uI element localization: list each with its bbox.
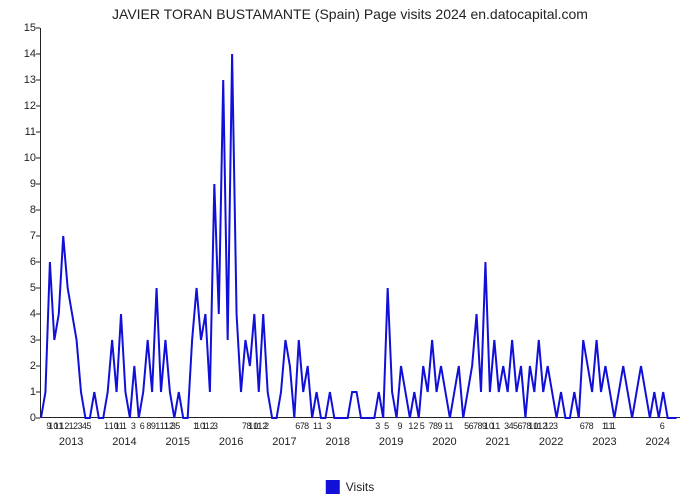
y-tick-label: 8 <box>0 204 36 216</box>
y-tick-label: 3 <box>0 334 36 346</box>
y-tick-label: 6 <box>0 256 36 268</box>
legend-swatch <box>326 480 340 494</box>
x-year-label: 2023 <box>592 436 616 448</box>
y-tick-label: 10 <box>0 152 36 164</box>
x-fine-label: 9 <box>437 421 442 431</box>
y-tick-mark <box>36 392 40 393</box>
x-fine-label: 3 <box>131 421 136 431</box>
y-tick-label: 7 <box>0 230 36 242</box>
y-tick-label: 2 <box>0 360 36 372</box>
y-tick-label: 5 <box>0 282 36 294</box>
y-tick-mark <box>36 210 40 211</box>
y-tick-mark <box>36 106 40 107</box>
y-tick-label: 4 <box>0 308 36 320</box>
x-year-label: 2018 <box>326 436 350 448</box>
x-fine-label: 5 <box>420 421 425 431</box>
y-tick-label: 15 <box>0 22 36 34</box>
x-fine-label: 5 <box>384 421 389 431</box>
y-tick-mark <box>36 314 40 315</box>
y-tick-label: 12 <box>0 100 36 112</box>
y-tick-mark <box>36 418 40 419</box>
x-fine-label: 5 <box>175 421 180 431</box>
y-tick-mark <box>36 236 40 237</box>
y-tick-mark <box>36 132 40 133</box>
x-year-label: 2013 <box>59 436 83 448</box>
legend-label: Visits <box>346 480 374 494</box>
y-tick-mark <box>36 262 40 263</box>
x-fine-label: 1 <box>317 421 322 431</box>
y-tick-mark <box>36 80 40 81</box>
x-year-label: 2024 <box>646 436 670 448</box>
plot-area <box>40 28 680 418</box>
y-tick-label: 14 <box>0 48 36 60</box>
x-fine-label: 1 <box>495 421 500 431</box>
chart-container: JAVIER TORAN BUSTAMANTE (Spain) Page vis… <box>0 0 700 500</box>
x-year-label: 2017 <box>272 436 296 448</box>
x-fine-label: 3 <box>213 421 218 431</box>
y-tick-label: 13 <box>0 74 36 86</box>
x-fine-label: 1 <box>611 421 616 431</box>
legend: Visits <box>326 480 374 494</box>
x-year-label: 2020 <box>432 436 456 448</box>
x-year-label: 2016 <box>219 436 243 448</box>
y-tick-label: 11 <box>0 126 36 138</box>
x-year-label: 2021 <box>486 436 510 448</box>
x-fine-label: 6 <box>660 421 665 431</box>
chart-title: JAVIER TORAN BUSTAMANTE (Spain) Page vis… <box>0 6 700 22</box>
x-fine-label: 1 <box>122 421 127 431</box>
y-tick-mark <box>36 366 40 367</box>
y-tick-mark <box>36 340 40 341</box>
x-fine-label: 12 <box>408 421 418 431</box>
x-year-label: 2014 <box>112 436 136 448</box>
x-fine-label: 5 <box>86 421 91 431</box>
y-tick-label: 1 <box>0 386 36 398</box>
y-tick-label: 9 <box>0 178 36 190</box>
y-tick-mark <box>36 158 40 159</box>
x-fine-label: 3 <box>553 421 558 431</box>
x-fine-label: 11 <box>444 421 453 431</box>
x-fine-label: 9 <box>397 421 402 431</box>
y-tick-mark <box>36 54 40 55</box>
x-year-label: 2015 <box>166 436 190 448</box>
x-year-label: 2022 <box>539 436 563 448</box>
y-tick-mark <box>36 28 40 29</box>
x-year-label: 2019 <box>379 436 403 448</box>
x-fine-label: 8 <box>304 421 309 431</box>
x-fine-label: 6 <box>140 421 145 431</box>
x-fine-label: 3 <box>375 421 380 431</box>
line-series <box>41 28 681 418</box>
x-fine-label: 2 <box>264 421 269 431</box>
y-tick-label: 0 <box>0 412 36 424</box>
x-fine-label: 8 <box>589 421 594 431</box>
y-tick-mark <box>36 288 40 289</box>
y-tick-mark <box>36 184 40 185</box>
x-fine-label: 3 <box>326 421 331 431</box>
